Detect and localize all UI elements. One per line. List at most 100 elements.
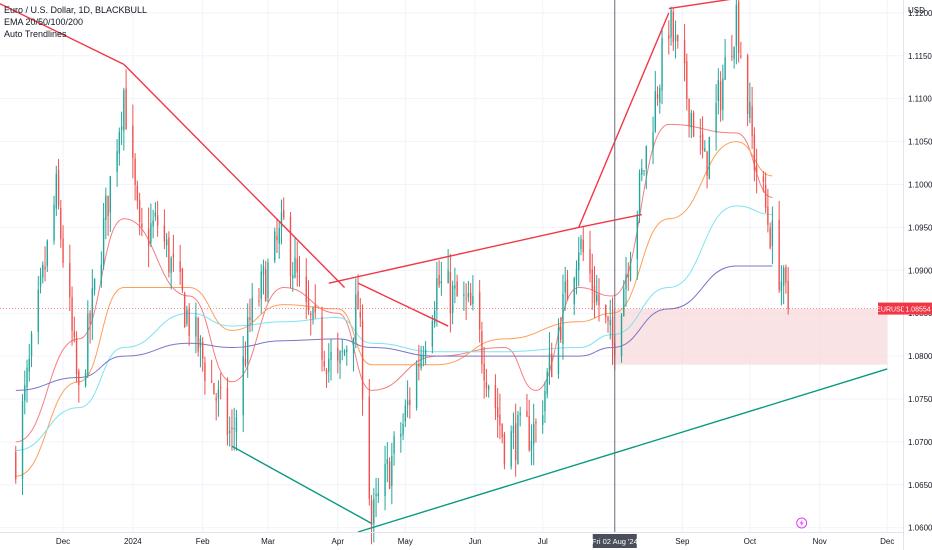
- candle-body: [620, 314, 623, 357]
- candle-body: [641, 168, 643, 175]
- price-tick-label: 1.09000: [908, 266, 932, 275]
- candle-body: [305, 276, 307, 303]
- candle-body: [120, 126, 123, 130]
- candle-body: [141, 223, 143, 228]
- candle-body: [118, 132, 121, 154]
- candle-body: [735, 4, 738, 47]
- price-tick-label: 1.07000: [908, 438, 932, 447]
- candle-body: [154, 212, 157, 217]
- candle-body: [440, 281, 443, 284]
- candle-body: [530, 440, 533, 451]
- candle-body: [767, 206, 769, 225]
- price-tick-label: 1.07500: [908, 395, 932, 404]
- candle-body: [431, 320, 434, 347]
- candle-body: [134, 158, 136, 185]
- candle-body: [37, 289, 39, 332]
- candle-body: [244, 358, 247, 366]
- candle-body: [593, 285, 596, 303]
- candle-body: [400, 433, 402, 437]
- candle-body: [247, 316, 249, 363]
- candle-body: [643, 170, 645, 172]
- resistance-trendline: [578, 213, 642, 229]
- time-tick-label: Oct: [744, 537, 757, 546]
- candle-body: [57, 170, 60, 206]
- candle-body: [519, 412, 521, 416]
- candle-body: [150, 223, 152, 243]
- candle-body: [402, 423, 404, 435]
- candle-body: [560, 326, 562, 341]
- candle-body: [454, 285, 456, 289]
- time-tick-label: Jul: [538, 537, 548, 546]
- candle-body: [787, 280, 789, 309]
- candle-body: [55, 173, 57, 209]
- ema100-line: [15, 205, 773, 451]
- candle-body: [352, 337, 355, 354]
- candle-body: [102, 217, 105, 265]
- candle-body: [388, 461, 391, 489]
- candle-body: [377, 493, 380, 497]
- candle-body: [514, 423, 517, 461]
- price-zone: [612, 308, 888, 365]
- candle-body: [580, 238, 582, 250]
- price-tick-label: 1.06000: [908, 524, 932, 533]
- candle-body: [386, 459, 389, 465]
- time-tick-label: Jun: [469, 537, 482, 546]
- candle-body: [260, 271, 262, 299]
- candle-body: [105, 195, 107, 220]
- candle-body: [391, 456, 393, 486]
- candle-body: [226, 387, 229, 435]
- candle-body: [170, 257, 172, 273]
- candle-body: [109, 176, 112, 213]
- candle-body: [715, 103, 717, 133]
- candle-body: [100, 264, 103, 283]
- candle-body: [138, 200, 141, 222]
- time-tick-label: Mar: [261, 537, 275, 546]
- candle-body: [107, 195, 109, 217]
- candle-body: [609, 320, 611, 326]
- candle-body: [321, 316, 323, 360]
- candle-body: [762, 176, 765, 182]
- candle-body: [785, 266, 787, 283]
- candle-body: [778, 219, 780, 291]
- candle-body: [26, 367, 28, 388]
- candle-body: [420, 354, 422, 368]
- candle-body: [463, 294, 465, 297]
- candle-body: [636, 214, 638, 259]
- candle-body: [274, 231, 276, 261]
- last-price-badge: [904, 302, 932, 315]
- lightning-bolt-icon: [799, 519, 804, 527]
- candle-body: [677, 34, 679, 42]
- candle-body: [355, 294, 357, 342]
- candle-body: [231, 427, 233, 430]
- candle-body: [672, 11, 675, 43]
- candle-body: [467, 293, 470, 298]
- candle-body: [370, 500, 373, 526]
- candle-body: [228, 430, 231, 433]
- candle-body: [42, 264, 44, 278]
- candle-body: [188, 308, 190, 336]
- candle-body: [668, 34, 670, 40]
- candle-body: [481, 331, 483, 365]
- symbol-title[interactable]: Euro / U.S. Dollar, 1D, BLACKBULL: [4, 5, 148, 15]
- candle-body: [298, 275, 301, 277]
- ema50-line: [15, 141, 773, 477]
- candle-body: [532, 423, 535, 444]
- candle-body: [186, 309, 188, 324]
- candle-body: [548, 353, 551, 374]
- time-axis[interactable]: Dec 2024 Feb Mar Apr May Jun Jul Sep Oct Nov Dec: [0, 517, 903, 546]
- candle-body: [292, 275, 294, 279]
- ema-indicator-label[interactable]: EMA 20/50/100/200: [4, 17, 84, 27]
- candle-body: [242, 356, 244, 416]
- price-tick-label: 1.12000: [908, 9, 932, 18]
- candle-body: [258, 300, 260, 302]
- candle-body: [46, 240, 48, 267]
- candle-body: [782, 267, 785, 286]
- trendlines-indicator-label[interactable]: Auto Trendlines: [4, 29, 67, 39]
- candle-body: [551, 353, 553, 378]
- time-tick-label: 2024: [124, 537, 142, 546]
- candle-body: [341, 351, 343, 353]
- candle-body: [717, 80, 720, 102]
